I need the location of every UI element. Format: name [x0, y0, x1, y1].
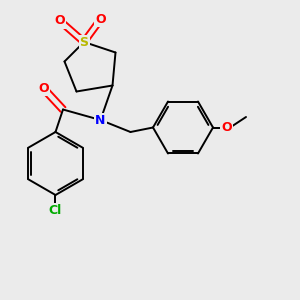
Text: O: O: [55, 14, 65, 28]
Text: N: N: [95, 113, 106, 127]
Text: S: S: [80, 35, 88, 49]
Text: O: O: [95, 13, 106, 26]
Text: Cl: Cl: [49, 204, 62, 217]
Text: O: O: [38, 82, 49, 95]
Text: O: O: [221, 121, 232, 134]
